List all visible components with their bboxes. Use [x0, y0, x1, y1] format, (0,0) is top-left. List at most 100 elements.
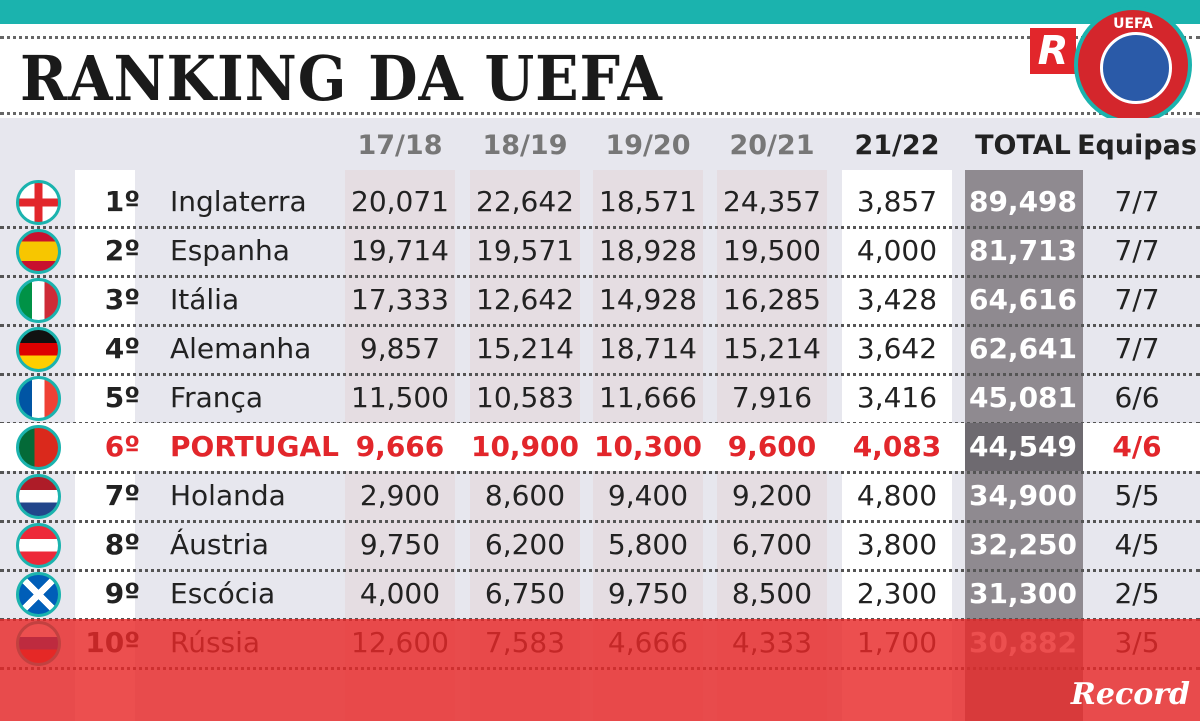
country-name: Áustria [170, 528, 269, 561]
season-value: 9,600 [727, 430, 817, 463]
netherlands-flag-icon [16, 474, 61, 519]
page-title: RANKING DA UEFA [20, 42, 663, 115]
season-value: 8,600 [484, 479, 566, 512]
column-header: 20/21 [729, 130, 815, 161]
uefa-logo-text: UEFA [1113, 16, 1153, 32]
country-name: Inglaterra [170, 185, 307, 218]
table-row: 4º Alemanha 9,857 15,214 18,714 15,214 3,642 62… [0, 325, 1200, 376]
row-divider [0, 275, 1200, 278]
season-value: 14,928 [599, 283, 697, 316]
country-name: Itália [170, 283, 240, 316]
table-row: 6º PORTUGAL 9,666 10,900 10,300 9,600 4,083 44,… [0, 423, 1200, 474]
france-flag-icon [16, 376, 61, 421]
season-value: 4,083 [852, 430, 942, 463]
season-value: 7,916 [731, 381, 813, 414]
rank: 4º [104, 332, 140, 365]
divider [0, 112, 1200, 115]
row-divider [0, 520, 1200, 523]
rank: 6º [104, 430, 140, 463]
total-value: 62,641 [968, 332, 1078, 365]
column-header: Equipas [1077, 130, 1197, 161]
record-r-logo: R [1030, 28, 1076, 74]
season-value: 2,300 [856, 577, 938, 610]
scotland-flag-icon [16, 572, 61, 617]
column-header: 19/20 [605, 130, 691, 161]
season-value: 19,714 [351, 234, 449, 267]
season-value: 3,800 [856, 528, 938, 561]
season-value: 9,750 [607, 577, 689, 610]
country-name: PORTUGAL [170, 430, 339, 463]
record-logo: Record [1070, 677, 1190, 712]
row-divider [0, 226, 1200, 229]
season-value: 19,571 [476, 234, 574, 267]
row-divider [0, 471, 1200, 474]
equipas-value: 4/6 [1112, 430, 1162, 463]
season-value: 9,666 [355, 430, 445, 463]
table-row: 7º Holanda 2,900 8,600 9,400 9,200 4,800 34,900… [0, 472, 1200, 523]
spain-flag-icon [16, 229, 61, 274]
season-value: 22,642 [476, 185, 574, 218]
table-row: 2º Espanha 19,714 19,571 18,928 19,500 4,000 81… [0, 227, 1200, 278]
column-header: 21/22 [854, 130, 940, 161]
equipas-value: 7/7 [1114, 234, 1160, 267]
country-name: Espanha [170, 234, 290, 267]
total-value: 45,081 [968, 381, 1078, 414]
season-value: 6,700 [731, 528, 813, 561]
season-value: 9,750 [359, 528, 441, 561]
total-highlight-bg [965, 423, 1083, 471]
country-name: Holanda [170, 479, 286, 512]
divider [0, 36, 1200, 39]
equipas-value: 7/7 [1114, 283, 1160, 316]
germany-flag-icon [16, 327, 61, 372]
table-row: 9º Escócia 4,000 6,750 9,750 8,500 2,300 31,300… [0, 570, 1200, 621]
season-value: 18,714 [599, 332, 697, 365]
country-name: França [170, 381, 264, 414]
total-value: 31,300 [968, 577, 1078, 610]
season-value: 15,214 [723, 332, 821, 365]
season-value: 10,900 [470, 430, 580, 463]
season-value: 9,200 [731, 479, 813, 512]
season-value: 3,416 [856, 381, 938, 414]
rank: 5º [104, 381, 140, 414]
italy-flag-icon [16, 278, 61, 323]
season-value: 4,000 [856, 234, 938, 267]
season-value: 6,200 [484, 528, 566, 561]
rank: 2º [104, 234, 140, 267]
table-row: 8º Áustria 9,750 6,200 5,800 6,700 3,800 32,250… [0, 521, 1200, 572]
portugal-flag-icon [16, 425, 61, 470]
season-value: 6,750 [484, 577, 566, 610]
total-value: 81,713 [968, 234, 1078, 267]
rank: 8º [104, 528, 140, 561]
austria-flag-icon [16, 523, 61, 568]
table-row: 5º França 11,500 10,583 11,666 7,916 3,416 45,0… [0, 374, 1200, 425]
total-value: 32,250 [968, 528, 1078, 561]
column-header: TOTAL [975, 130, 1071, 161]
row-divider [0, 373, 1200, 376]
season-value: 9,400 [607, 479, 689, 512]
column-header: 18/19 [482, 130, 568, 161]
season-value: 12,642 [476, 283, 574, 316]
season-value: 2,900 [359, 479, 441, 512]
total-value: 44,549 [968, 430, 1078, 463]
table-row: 3º Itália 17,333 12,642 14,928 16,285 3,428 64,… [0, 276, 1200, 327]
season-value: 3,857 [856, 185, 938, 218]
row-divider [0, 324, 1200, 327]
uefa-logo-emblem [1100, 32, 1172, 104]
row-divider [0, 569, 1200, 572]
season-value: 10,583 [476, 381, 574, 414]
red-overlay [0, 619, 1200, 721]
season-value: 8,500 [731, 577, 813, 610]
equipas-value: 5/5 [1114, 479, 1160, 512]
season-value: 5,800 [607, 528, 689, 561]
season-value: 4,000 [359, 577, 441, 610]
season-value: 16,285 [723, 283, 821, 316]
season-value: 11,500 [351, 381, 449, 414]
rank: 3º [104, 283, 140, 316]
uefa-logo: UEFA [1074, 6, 1192, 124]
season-value: 10,300 [593, 430, 703, 463]
equipas-value: 4/5 [1114, 528, 1160, 561]
season-value: 3,642 [856, 332, 938, 365]
total-value: 64,616 [968, 283, 1078, 316]
table-row: 1º Inglaterra 20,071 22,642 18,571 24,357 3,85… [0, 178, 1200, 229]
rank: 9º [104, 577, 140, 610]
